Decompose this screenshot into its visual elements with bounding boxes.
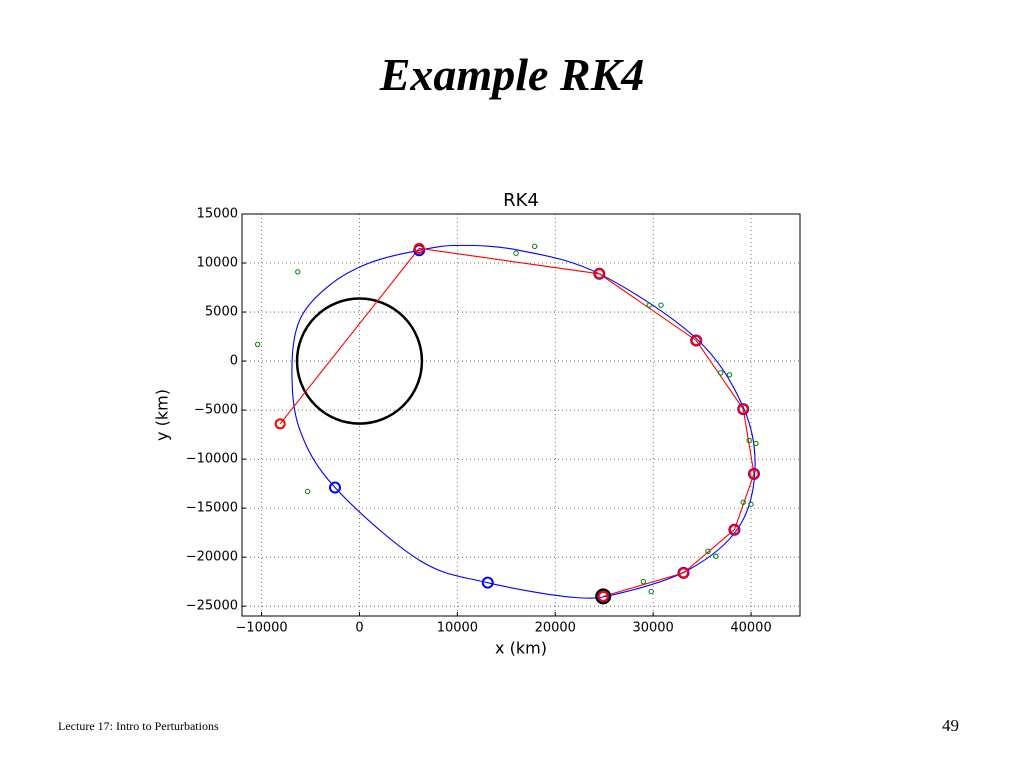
y-tick-label: 0 <box>230 354 238 369</box>
marker <box>597 590 609 602</box>
slide-title: Example RK4 <box>379 49 645 100</box>
x-axis-label: x (km) <box>495 639 547 658</box>
marker <box>718 370 724 376</box>
page-number: 49 <box>942 716 959 735</box>
marker <box>274 418 286 430</box>
x-tick-label: 0 <box>355 621 363 636</box>
marker <box>646 302 652 308</box>
marker <box>595 588 612 605</box>
marker <box>748 501 754 507</box>
marker <box>640 578 647 585</box>
earth-circle <box>295 297 424 425</box>
orbit-line <box>279 247 755 597</box>
marker <box>690 334 702 346</box>
x-tick-label: 40000 <box>730 621 771 636</box>
marker <box>740 499 746 505</box>
chart-title: RK4 <box>503 190 539 211</box>
y-axis-label: y (km) <box>153 389 172 441</box>
y-tick-label: −10000 <box>186 452 238 467</box>
orbit-line <box>291 244 756 599</box>
marker <box>481 576 494 589</box>
marker <box>728 524 740 536</box>
marker <box>254 341 261 348</box>
marker <box>748 468 760 480</box>
y-tick-label: 5000 <box>205 305 238 320</box>
y-tick-label: 15000 <box>197 207 238 222</box>
x-tick-label: 30000 <box>632 621 673 636</box>
marker <box>648 588 654 595</box>
marker <box>295 269 301 275</box>
marker <box>678 567 690 579</box>
marker <box>753 440 759 447</box>
y-tick-label: −25000 <box>186 599 238 614</box>
marker <box>746 437 752 444</box>
x-tick-label: 20000 <box>535 621 576 636</box>
x-tick-label: 10000 <box>437 621 478 636</box>
marker <box>726 372 733 378</box>
marker <box>532 243 538 250</box>
plot-frame <box>241 213 801 617</box>
y-tick-label: −15000 <box>186 501 238 516</box>
marker <box>304 488 311 495</box>
footer-text: Lecture 17: Intro to Perturbations <box>58 719 219 733</box>
marker <box>593 268 605 280</box>
marker <box>737 403 749 415</box>
marker <box>658 302 664 308</box>
marker <box>513 250 519 256</box>
marker <box>705 548 711 554</box>
marker <box>329 481 341 494</box>
y-tick-label: 10000 <box>197 256 238 271</box>
y-tick-label: −20000 <box>186 550 238 565</box>
marker <box>713 553 719 559</box>
x-tick-label: −10000 <box>235 621 287 636</box>
y-tick-label: −5000 <box>194 403 238 418</box>
marker <box>413 242 425 254</box>
